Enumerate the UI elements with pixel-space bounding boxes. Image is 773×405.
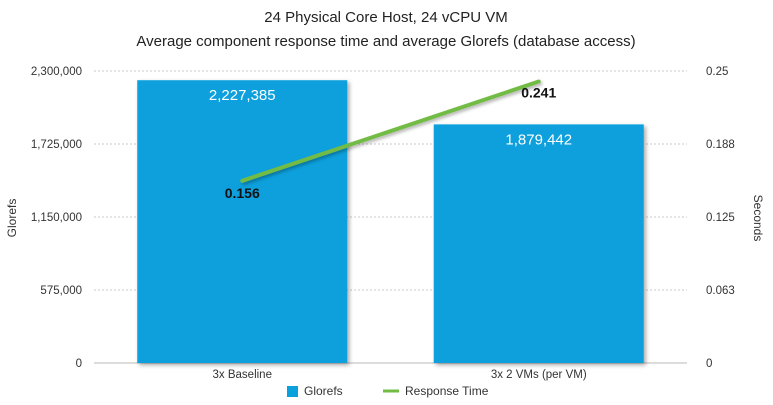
y-tick-label: 575,000	[40, 285, 82, 297]
y-axis-title: Glorefs	[5, 199, 19, 238]
y2-tick-label: 0	[706, 358, 712, 370]
x-tick-label: 3x 2 VMs (per VM)	[491, 369, 587, 381]
chart-title: 24 Physical Core Host, 24 vCPU VM	[264, 9, 507, 26]
left-axis-ticks: 0 575,000 1,150,000 1,725,000 2,300,000	[31, 66, 82, 370]
y-tick-label: 1,150,000	[31, 212, 82, 224]
y2-tick-label: 0.125	[706, 212, 735, 224]
line-value-label: 0.241	[521, 85, 556, 101]
x-axis-labels: 3x Baseline 3x 2 VMs (per VM)	[213, 369, 587, 381]
bar-series-glorefs: 2,227,385 1,879,442	[137, 80, 644, 364]
y2-tick-label: 0.188	[706, 139, 735, 151]
line-value-label: 0.156	[225, 185, 260, 201]
bar-value-label: 2,227,385	[209, 87, 276, 104]
y2-tick-label: 0.25	[706, 66, 728, 78]
response-time-line	[240, 79, 541, 183]
legend-swatch-glorefs	[287, 386, 298, 397]
chart-subtitle: Average component response time and aver…	[136, 33, 635, 50]
line-series-response-time: 0.156 0.241	[225, 79, 556, 201]
bar-value-label: 1,879,442	[505, 131, 572, 148]
y2-tick-label: 0.063	[706, 285, 735, 297]
right-axis-ticks: 0 0.063 0.125 0.188 0.25	[706, 66, 735, 370]
y-tick-label: 1,725,000	[31, 139, 82, 151]
y-tick-label: 0	[76, 358, 82, 370]
legend: Glorefs Response Time	[287, 384, 489, 398]
bar-glorefs	[433, 124, 644, 363]
bar-glorefs	[137, 80, 348, 364]
x-tick-label: 3x Baseline	[213, 369, 272, 381]
y2-axis-title: Seconds	[751, 195, 765, 242]
legend-label-response-time: Response Time	[405, 384, 489, 398]
y-tick-label: 2,300,000	[31, 66, 82, 78]
legend-label-glorefs: Glorefs	[304, 384, 343, 398]
